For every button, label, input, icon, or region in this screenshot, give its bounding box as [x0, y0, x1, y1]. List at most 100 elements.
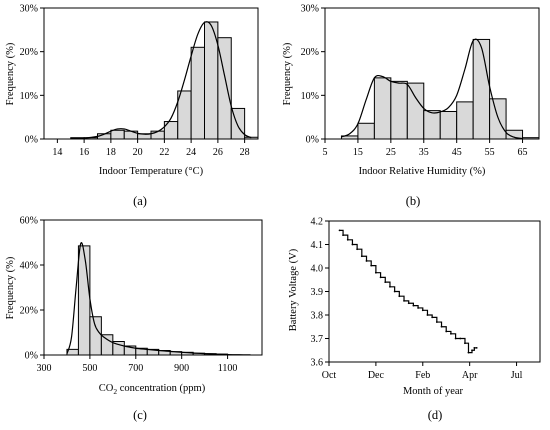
voltage-point [459, 337, 462, 340]
x-tick-label: 35 [419, 147, 429, 158]
y-tick-label: 60% [20, 216, 38, 227]
histogram-bar [373, 77, 392, 140]
voltage-point [346, 238, 349, 241]
panel-b-xlabel: Indoor Relative Humidity (%) [359, 166, 486, 177]
voltage-point [384, 281, 387, 283]
x-tick-label: 16 [79, 147, 89, 158]
panel-d: Battery Voltage (V) 3.6 3.7 3.8 3.9 4.0 4.1 4.… [288, 217, 541, 422]
voltage-point [338, 229, 341, 232]
voltage-point [417, 307, 419, 309]
voltage-point [403, 300, 405, 302]
voltage-point [398, 295, 401, 298]
panel-b-plot-frame [324, 7, 540, 140]
y-tick-label: 20% [301, 47, 319, 58]
y-tick-label: 3.9 [311, 287, 324, 298]
y-tick-label: 0% [25, 351, 38, 362]
y-tick-label: 0% [25, 135, 38, 146]
histogram-bar [190, 46, 205, 140]
x-tick-label: 1100 [218, 363, 238, 374]
panel-a-xlabel: Indoor Temperature (°C) [99, 166, 204, 177]
voltage-point [342, 234, 344, 237]
density-curve [66, 242, 251, 356]
x-tick-label: 22 [159, 147, 169, 158]
voltage-point [440, 325, 443, 328]
x-tick-label: Jul [511, 370, 523, 381]
voltage-point [374, 271, 377, 274]
panel-c: Frequency (%) 0% 20% 40% 60% 300 500 700 900 110… [5, 216, 263, 422]
voltage-point [467, 351, 470, 354]
voltage-point [450, 332, 452, 335]
panel-b-ylabel: Frequency (%) [282, 42, 293, 105]
voltage-point [365, 260, 368, 262]
x-tick-label: Apr [462, 370, 478, 381]
voltage-point [454, 337, 457, 340]
histogram-bar [439, 110, 458, 140]
x-tick-label: 65 [518, 147, 528, 158]
voltage-point [421, 309, 424, 312]
x-tick-label: 55 [485, 147, 495, 158]
histogram-bar [110, 129, 125, 140]
panel-d-xlabel: Month of year [403, 386, 464, 397]
x-tick-label: 28 [240, 147, 250, 158]
density-curve [70, 21, 252, 140]
histogram-bar [357, 122, 375, 140]
panel-d-plot-frame [328, 220, 541, 363]
voltage-point [445, 330, 448, 333]
y-tick-label: 10% [301, 91, 319, 102]
x-tick-label: 15 [353, 147, 363, 158]
voltage-point [412, 304, 415, 307]
histogram-bar [423, 110, 441, 140]
y-tick-label: 30% [20, 4, 38, 15]
panel-c-xlabel-co: CO [99, 383, 114, 394]
histogram-bar [100, 334, 114, 356]
panel-b: Frequency (%) 0% 10% 20% 30% 5 15 25 35 45 55 65 I… [282, 4, 540, 208]
histogram-bar [89, 316, 102, 356]
y-tick-label: 3.7 [311, 334, 324, 345]
panel-c-caption: (c) [133, 408, 147, 422]
histogram-bar [489, 98, 507, 140]
voltage-point [435, 321, 438, 323]
panel-c-xlabel-subscript: 2 [113, 387, 117, 396]
voltage-point [351, 243, 354, 246]
y-tick-label: 3.6 [311, 358, 324, 369]
x-tick-label: 14 [52, 147, 62, 158]
y-tick-label: 4.1 [311, 240, 324, 251]
panel-c-xlabel: CO2 concentration (ppm) [99, 383, 206, 396]
panel-d-ylabel: Battery Voltage (V) [288, 248, 299, 331]
panel-c-ylabel: Frequency (%) [5, 256, 16, 319]
voltage-point [370, 264, 373, 267]
x-tick-label: 24 [186, 147, 196, 158]
x-tick-label: 300 [37, 363, 52, 374]
y-tick-label: 20% [20, 47, 38, 58]
voltage-point [464, 342, 466, 345]
x-tick-label: 45 [452, 147, 462, 158]
x-tick-label: 900 [174, 363, 189, 374]
x-tick-label: Oct [322, 370, 337, 381]
x-tick-label: 26 [213, 147, 223, 158]
histogram-bar [472, 38, 491, 140]
panel-a: Frequency (%) 0% 10% 20% 30% 14 16 18 20 22 24 26 2… [5, 4, 259, 208]
voltage-point [426, 314, 429, 316]
voltage-point [389, 285, 391, 288]
voltage-point [356, 248, 359, 251]
panel-c-xlabel-rest: concentration (ppm) [117, 383, 206, 394]
histogram-bar [406, 82, 425, 140]
x-tick-label: 5 [323, 147, 328, 158]
y-tick-label: 30% [301, 4, 319, 15]
panel-a-caption: (a) [133, 194, 147, 208]
histogram-bar [456, 101, 474, 140]
y-tick-label: 3.8 [311, 311, 324, 322]
density-curve [341, 38, 523, 140]
panel-a-ylabel: Frequency (%) [5, 42, 16, 105]
histogram-bar [177, 90, 192, 140]
voltage-point [393, 290, 396, 293]
panel-b-caption: (b) [406, 194, 421, 208]
voltage-point [431, 316, 434, 319]
x-tick-label: 500 [82, 363, 97, 374]
voltage-point [471, 349, 473, 352]
y-tick-label: 0% [306, 135, 319, 146]
x-tick-label: 18 [106, 147, 116, 158]
x-tick-label: 25 [386, 147, 396, 158]
panel-d-caption: (d) [428, 408, 443, 422]
